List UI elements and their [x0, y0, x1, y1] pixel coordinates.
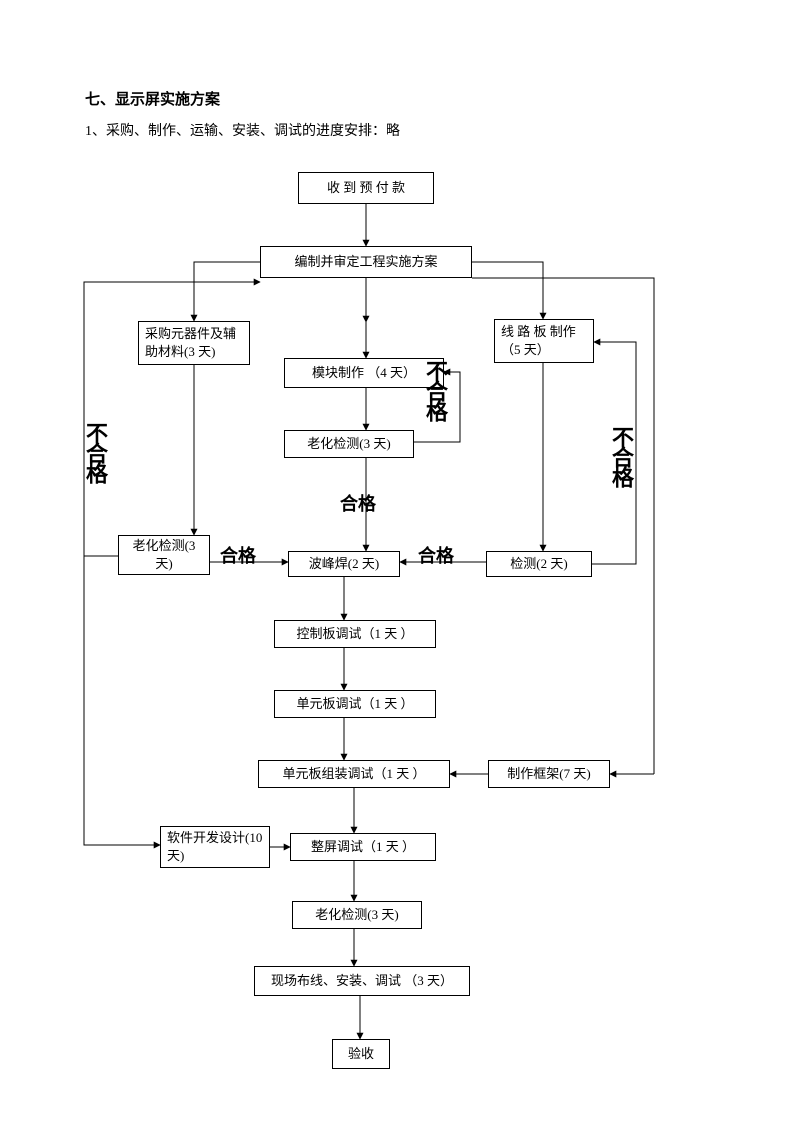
- label-fail-mid: 不合格: [424, 360, 446, 420]
- node-aging-test-final: 老化检测(3 天): [292, 901, 422, 929]
- node-test-right: 检测(2 天): [486, 551, 592, 577]
- node-aging-test-mid: 老化检测(3 天): [284, 430, 414, 458]
- node-control-board-debug: 控制板调试（1 天 ）: [274, 620, 436, 648]
- label-pass-top: 合格: [340, 490, 376, 516]
- section-subheading: 1、采购、制作、运输、安装、调试的进度安排：略: [85, 120, 400, 140]
- label-pass-left: 合格: [220, 542, 256, 568]
- node-wave-solder: 波峰焊(2 天): [288, 551, 400, 577]
- node-full-screen-debug: 整屏调试（1 天 ）: [290, 833, 436, 861]
- node-aging-test-left: 老化检测(3 天): [118, 535, 210, 575]
- node-unit-assembly-debug: 单元板组装调试（1 天 ）: [258, 760, 450, 788]
- node-frame-make: 制作框架(7 天): [488, 760, 610, 788]
- node-unit-board-debug: 单元板调试（1 天 ）: [274, 690, 436, 718]
- page: 七、显示屏实施方案 1、采购、制作、运输、安装、调试的进度安排：略 收 到 预 …: [0, 0, 793, 1122]
- label-fail-far-left: 不合格: [84, 422, 106, 482]
- node-acceptance: 验收: [332, 1039, 390, 1069]
- section-heading: 七、显示屏实施方案: [85, 88, 220, 109]
- node-receive-payment: 收 到 预 付 款: [298, 172, 434, 204]
- node-pcb-make: 线 路 板 制作 （5 天）: [494, 319, 594, 363]
- node-purchase-components: 采购元器件及辅助材料(3 天): [138, 321, 250, 365]
- node-software-design: 软件开发设计(10 天): [160, 826, 270, 868]
- node-compile-plan: 编制并审定工程实施方案: [260, 246, 472, 278]
- label-pass-right: 合格: [418, 542, 454, 568]
- node-module-make: 模块制作 （4 天）: [284, 358, 444, 388]
- label-fail-right: 不合格: [610, 426, 632, 486]
- node-onsite-install: 现场布线、安装、调试 （3 天）: [254, 966, 470, 996]
